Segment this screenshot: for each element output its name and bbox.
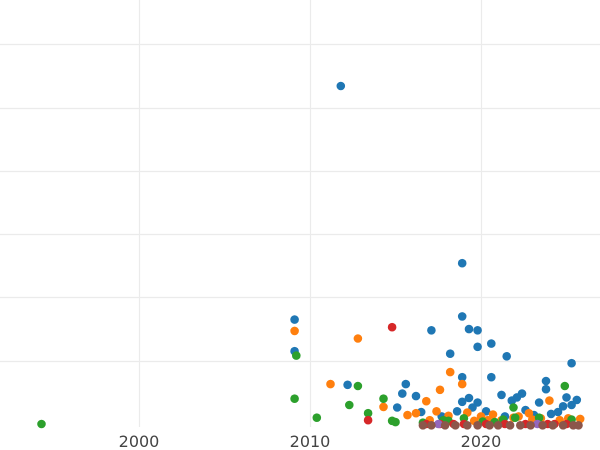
data-point [541, 376, 551, 386]
data-point [485, 421, 494, 430]
x-axis-tick-labels: 2000 2010 2020 [119, 432, 502, 450]
data-point [427, 421, 436, 430]
data-point [312, 413, 322, 423]
data-point [457, 258, 467, 268]
data-point [387, 322, 397, 332]
data-point [401, 379, 411, 389]
data-point [411, 391, 421, 401]
data-point [290, 315, 299, 324]
data-point [445, 349, 455, 359]
data-point [434, 419, 443, 429]
data-point [379, 402, 388, 412]
data-point [290, 326, 299, 336]
data-point [464, 393, 474, 403]
data-point [548, 421, 558, 430]
data-point [473, 421, 482, 430]
data-point [473, 342, 482, 352]
data-point [392, 403, 402, 412]
data-point [553, 407, 563, 417]
data-point [379, 394, 388, 404]
data-point [418, 421, 428, 430]
data-point [545, 396, 554, 405]
data-point [488, 410, 498, 419]
data-point [560, 381, 570, 391]
data-point [463, 421, 472, 430]
series-orange [290, 326, 585, 426]
grid-lines [0, 0, 600, 427]
data-point [432, 407, 441, 416]
data-point [487, 339, 496, 348]
data-point [353, 334, 363, 343]
data-point [363, 408, 373, 418]
data-point [493, 421, 503, 430]
data-point [487, 372, 496, 382]
series-blue [290, 81, 582, 421]
x-tick-label: 2020 [461, 432, 502, 450]
data-point [497, 390, 506, 400]
data-point [512, 393, 522, 402]
data-point [473, 326, 482, 335]
data-point [457, 379, 467, 389]
data-point [546, 409, 556, 419]
data-point [292, 351, 301, 360]
data-point [457, 397, 467, 407]
data-point [509, 403, 518, 412]
data-point [516, 421, 525, 430]
data-point [457, 372, 467, 382]
x-tick-label: 2000 [119, 432, 160, 450]
data-point [541, 384, 551, 394]
data-point [336, 81, 346, 91]
data-points [37, 81, 585, 430]
data-point [464, 324, 474, 334]
data-point [290, 394, 299, 404]
data-point [353, 381, 363, 391]
data-point [343, 380, 352, 390]
data-point [558, 421, 568, 430]
data-point [398, 389, 407, 398]
data-point [457, 312, 467, 321]
data-point [558, 402, 568, 411]
data-point [422, 396, 431, 406]
data-point [391, 417, 400, 427]
data-point [326, 379, 335, 389]
data-point [574, 421, 583, 430]
data-point [345, 400, 354, 410]
data-point [524, 408, 534, 418]
data-point [445, 367, 455, 377]
data-point [534, 398, 544, 407]
data-point [440, 421, 450, 430]
data-point [510, 413, 520, 423]
data-point [505, 421, 515, 430]
data-point [452, 407, 462, 416]
data-point [526, 421, 535, 430]
data-point [538, 421, 547, 430]
x-tick-label: 2010 [290, 432, 331, 450]
data-point [451, 421, 460, 430]
series-brown [418, 421, 583, 430]
data-point [562, 393, 571, 402]
data-point [403, 410, 412, 420]
data-point [427, 326, 436, 335]
data-point [567, 358, 576, 368]
data-point [435, 385, 445, 395]
data-point [411, 408, 421, 418]
data-point [37, 419, 46, 429]
data-point [567, 400, 576, 410]
data-point [502, 352, 512, 361]
data-point [363, 415, 373, 425]
